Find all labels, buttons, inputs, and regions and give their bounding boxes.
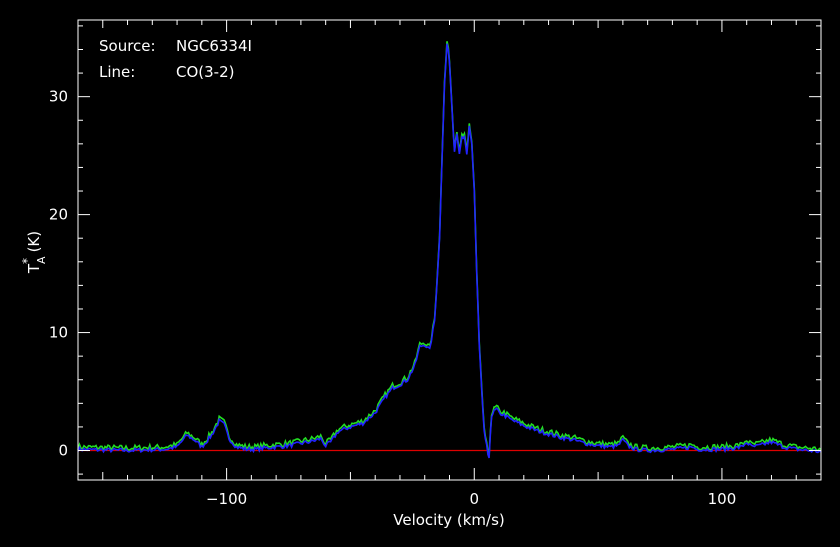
spectrum-line-blue bbox=[77, 43, 822, 459]
source-value: NGC6334I bbox=[176, 37, 252, 55]
x-tick-label: 0 bbox=[469, 490, 479, 508]
y-tick-label: 20 bbox=[49, 206, 68, 224]
svg-text:T*A(K): T*A (K) bbox=[20, 231, 48, 274]
axis-ticks: −100 0 100 0 10 20 30 bbox=[49, 20, 822, 508]
y-axis-label-sub: A bbox=[35, 256, 48, 264]
line-label: Line: bbox=[99, 63, 135, 81]
y-tick-label: 30 bbox=[49, 88, 68, 106]
x-axis-label: Velocity (km/s) bbox=[393, 511, 504, 529]
x-tick-label: −100 bbox=[206, 490, 247, 508]
chart-marks bbox=[77, 41, 822, 459]
y-tick-label: 10 bbox=[49, 324, 68, 342]
source-label: Source: bbox=[99, 37, 156, 55]
line-value: CO(3-2) bbox=[176, 63, 234, 81]
x-tick-label: 100 bbox=[708, 490, 737, 508]
y-tick-label: 0 bbox=[58, 442, 68, 460]
y-axis-label-unit: (K) bbox=[25, 231, 43, 253]
y-axis-label: T*A (K) bbox=[20, 231, 48, 274]
y-axis-label-main: T bbox=[25, 263, 43, 274]
y-axis-label-super: * bbox=[20, 258, 34, 264]
